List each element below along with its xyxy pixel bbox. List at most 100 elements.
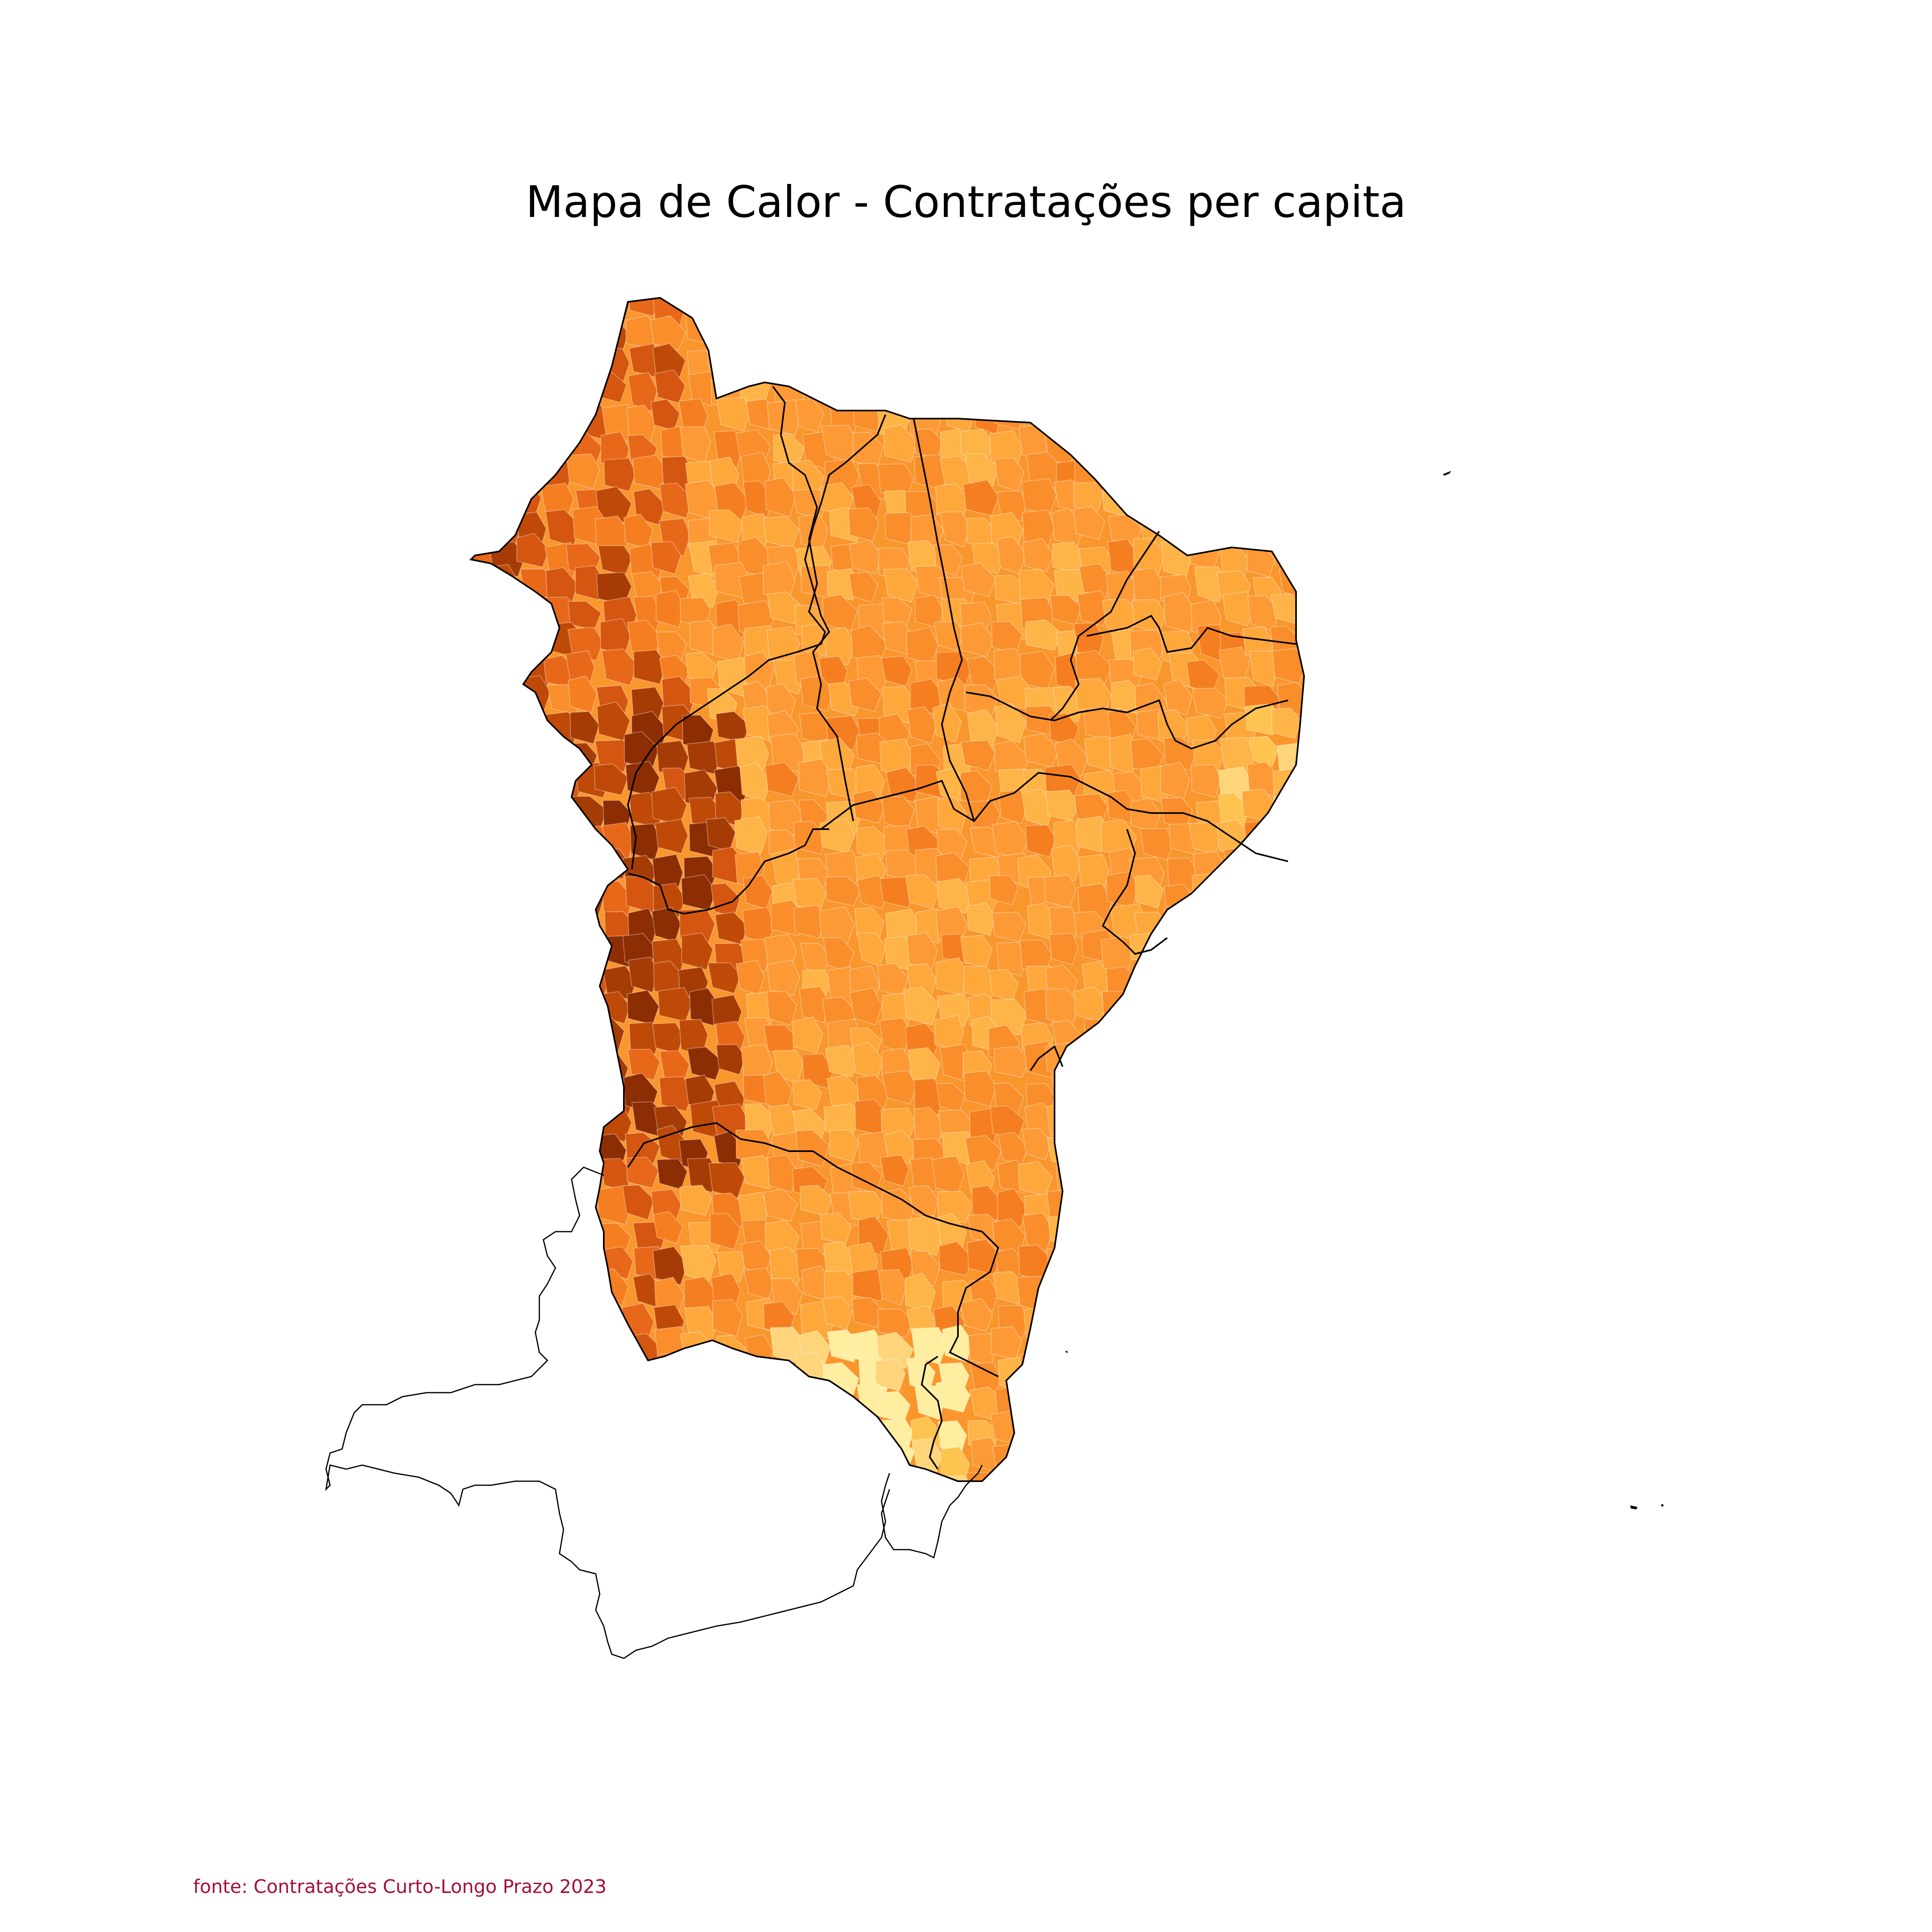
municipality-cell [942, 298, 979, 331]
municipality-cell [1222, 937, 1255, 970]
state-boundaries [627, 386, 1296, 1470]
municipality-cell [903, 1468, 934, 1481]
municipality-cell [883, 424, 918, 463]
municipality-cell [1279, 1021, 1304, 1062]
municipality-cell [1159, 1356, 1194, 1390]
municipality-cell [1111, 374, 1146, 413]
municipality-cell [1224, 1332, 1255, 1370]
municipality-cell [960, 739, 996, 771]
municipality-cell [742, 906, 775, 944]
municipality-cell [512, 1128, 543, 1168]
municipality-cell [1193, 1470, 1228, 1481]
municipality-cell [1106, 312, 1137, 351]
municipality-cell [545, 1265, 582, 1300]
municipality-cell [1307, 879, 1340, 914]
municipality-cell [712, 1298, 743, 1337]
municipality-cell [1045, 789, 1079, 822]
state-boundary-ba-north [627, 1122, 999, 1377]
municipality-cell [519, 1026, 549, 1061]
municipality-cell [595, 1407, 627, 1443]
municipality-cell [1075, 677, 1112, 716]
municipality-cell [1191, 964, 1227, 1002]
municipality-cell [1298, 1473, 1304, 1481]
municipality-cell [545, 394, 579, 426]
map-title: Mapa de Calor - Contratações per capita [526, 177, 1406, 227]
municipality-cell [848, 1418, 883, 1457]
municipality-cell [576, 1272, 610, 1305]
municipality-cell [471, 298, 484, 326]
municipality-cell [886, 767, 921, 803]
municipality-cell [486, 1359, 521, 1400]
municipality-cell [1305, 1243, 1334, 1274]
municipality-cell [1161, 537, 1193, 578]
municipality-cell [1306, 1327, 1342, 1361]
municipality-cell [824, 1441, 861, 1476]
municipality-cell [487, 655, 524, 690]
municipality-cell [1273, 535, 1304, 572]
municipality-cell [576, 319, 611, 356]
municipality-cell [652, 1211, 683, 1244]
municipality-cell [821, 1385, 855, 1424]
municipality-cell [1017, 341, 1051, 375]
municipality-cell [471, 1414, 498, 1451]
municipality-cell [471, 735, 487, 772]
municipality-cell [936, 1082, 966, 1113]
municipality-cell [799, 1185, 833, 1216]
municipality-cell [717, 314, 751, 354]
municipality-cell [1133, 647, 1163, 681]
municipality-cell [904, 1273, 936, 1313]
municipality-cell [824, 627, 855, 666]
municipality-cell [514, 824, 549, 860]
municipality-cell [570, 711, 600, 745]
municipality-cell [601, 1350, 632, 1387]
municipality-cell [909, 298, 939, 320]
municipality-cell [1129, 1385, 1165, 1421]
municipality-cell [741, 1470, 773, 1481]
municipality-cell [1160, 485, 1197, 518]
municipality-cell [471, 422, 485, 459]
municipality-cell [1167, 1473, 1197, 1481]
municipality-cell [471, 1103, 486, 1143]
municipality-cell [709, 509, 745, 543]
municipality-cell [993, 1046, 1030, 1078]
municipality-cell [767, 399, 803, 436]
municipality-cell [576, 937, 606, 977]
municipality-cell [1130, 738, 1164, 775]
municipality-cell [570, 298, 607, 321]
municipality-cell [545, 909, 579, 945]
municipality-cell [1309, 735, 1342, 770]
municipality-cell [1018, 569, 1055, 606]
municipality-cell [767, 343, 804, 384]
municipality-cell [566, 1242, 597, 1280]
municipality-cell [1196, 454, 1230, 487]
municipality-cell [471, 1332, 487, 1368]
municipality-cell [1023, 1412, 1058, 1448]
municipality-cell [1163, 736, 1197, 771]
municipality-cell [1080, 1385, 1117, 1424]
municipality-cell [548, 878, 583, 917]
municipality-cell [1139, 828, 1174, 861]
municipality-cell [1049, 933, 1079, 966]
municipality-cell [1299, 1048, 1304, 1084]
municipality-cell [990, 1105, 1025, 1141]
municipality-cell [904, 345, 940, 377]
municipality-cell [570, 1107, 604, 1141]
municipality-cell [1044, 1364, 1078, 1398]
municipality-cell [654, 1412, 689, 1450]
municipality-cell [565, 650, 595, 687]
municipality-cell [1300, 912, 1304, 945]
municipality-cell [1191, 873, 1226, 909]
municipality-cell [1045, 1273, 1080, 1306]
municipality-cell [568, 675, 598, 714]
municipality-cell [770, 733, 806, 773]
municipality-cell [1134, 372, 1170, 407]
municipality-cell [1083, 400, 1120, 436]
municipality-cell [1191, 1415, 1222, 1451]
municipality-cell [1308, 661, 1339, 694]
municipality-cell [1074, 793, 1109, 825]
municipality-cell [471, 1049, 487, 1085]
municipality-cell [1187, 425, 1224, 463]
municipality-cell [1075, 1251, 1108, 1284]
municipality-cell [1166, 1157, 1198, 1191]
municipality-cell [1185, 310, 1216, 344]
